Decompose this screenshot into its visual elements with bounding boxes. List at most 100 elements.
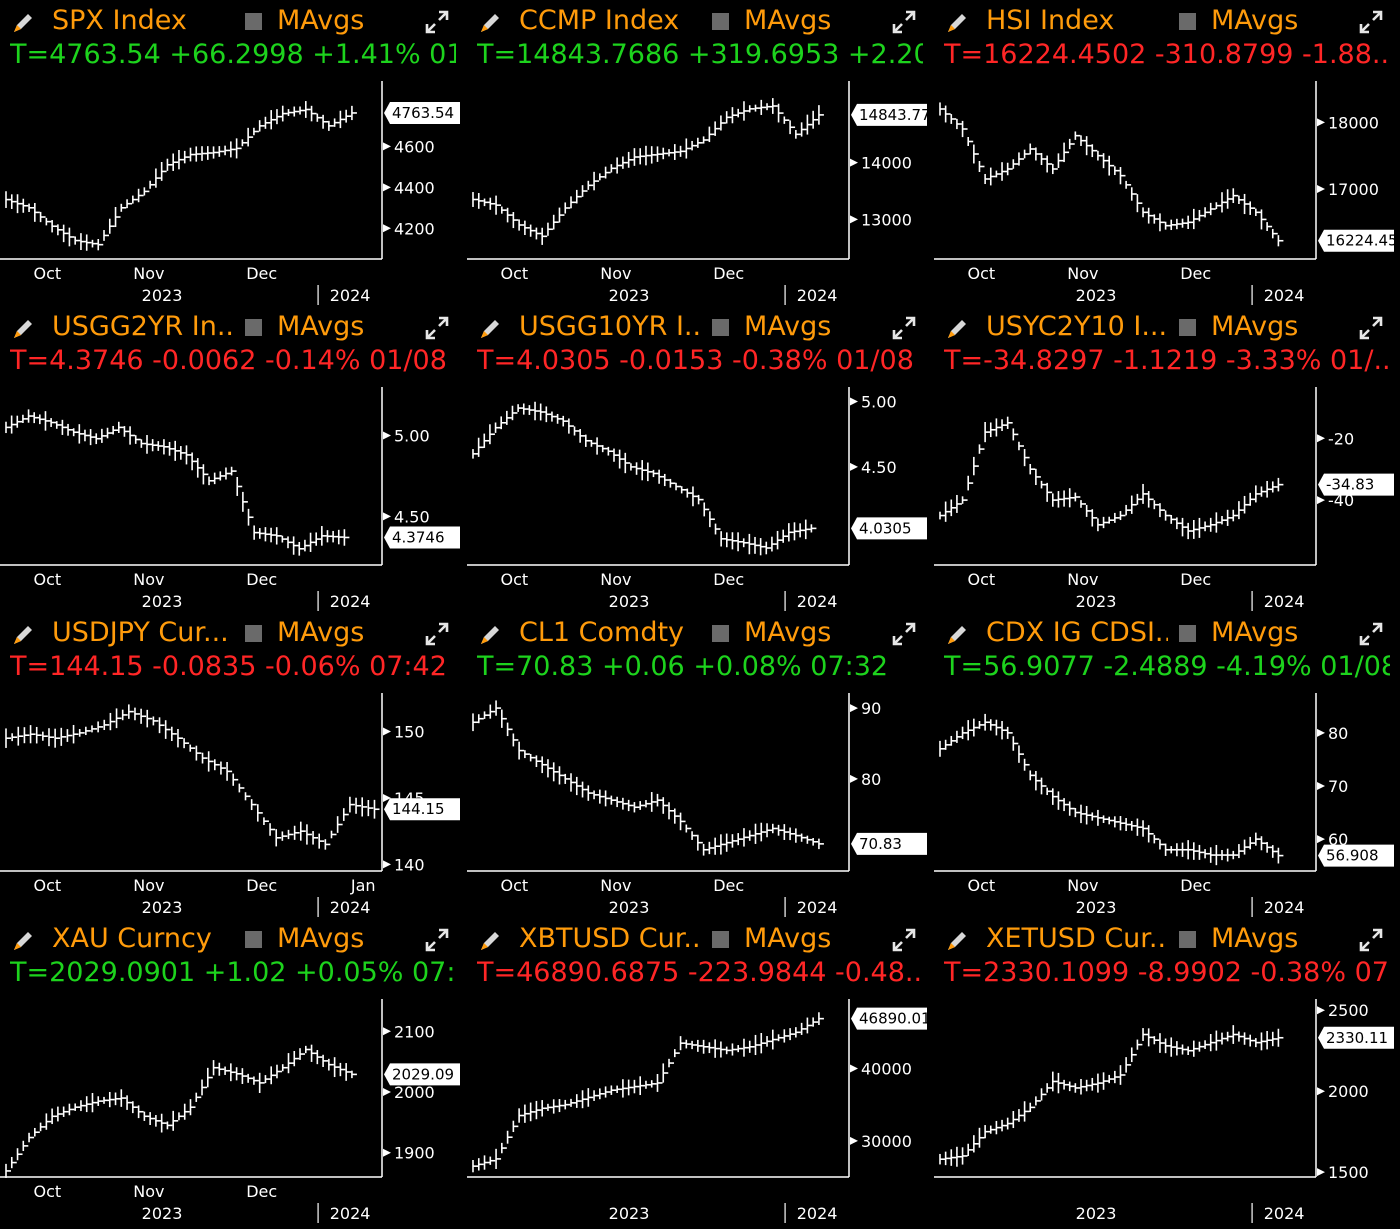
pencil-icon[interactable]	[477, 10, 503, 36]
last-value-text: 46890.01	[859, 1010, 931, 1028]
expand-icon[interactable]	[424, 927, 450, 953]
mavgs-label[interactable]: MAvgs	[1211, 311, 1299, 342]
price-chart[interactable]: 30000 40000 46890.01 2023 2024	[467, 999, 933, 1225]
ticker-label[interactable]: USGG2YR In...	[52, 311, 234, 342]
x-tick-label: Dec	[246, 570, 277, 589]
expand-icon[interactable]	[424, 621, 450, 647]
mavgs-checkbox[interactable]	[245, 319, 262, 336]
panel-header: USGG2YR In... MAvgs	[0, 311, 466, 345]
x-tick-label: Oct	[34, 570, 62, 589]
mavgs-label[interactable]: MAvgs	[1211, 923, 1299, 954]
mavgs-label[interactable]: MAvgs	[277, 311, 365, 342]
pencil-icon[interactable]	[477, 622, 503, 648]
pencil-icon[interactable]	[10, 10, 36, 36]
mavgs-checkbox[interactable]	[712, 13, 729, 30]
pencil-icon[interactable]	[477, 316, 503, 342]
mavgs-label[interactable]: MAvgs	[744, 617, 832, 648]
expand-icon[interactable]	[424, 315, 450, 341]
ticker-label[interactable]: USGG10YR I...	[519, 311, 701, 342]
price-chart[interactable]: 4200 4400 4600 4763.54 Oct Nov Dec 2023 2024	[0, 81, 466, 307]
mavgs-checkbox[interactable]	[245, 625, 262, 642]
expand-icon[interactable]	[891, 315, 917, 341]
ticker-label[interactable]: CDX IG CDSI...	[986, 617, 1168, 648]
pencil-icon[interactable]	[10, 928, 36, 954]
mavgs-checkbox[interactable]	[712, 625, 729, 642]
y-tick-mark	[1317, 782, 1325, 790]
mavgs-label[interactable]: MAvgs	[1211, 617, 1299, 648]
expand-icon[interactable]	[891, 927, 917, 953]
quote-line: T=-34.8297 -1.1219 -3.33% 01/...	[944, 345, 1390, 376]
mavgs-label[interactable]: MAvgs	[277, 617, 365, 648]
expand-icon[interactable]	[891, 621, 917, 647]
ticker-label[interactable]: XBTUSD Cur...	[519, 923, 701, 954]
mavgs-checkbox[interactable]	[712, 931, 729, 948]
ticker-label[interactable]: CL1 Comdty	[519, 617, 685, 648]
mavgs-label[interactable]: MAvgs	[744, 311, 832, 342]
mavgs-label[interactable]: MAvgs	[277, 923, 365, 954]
ticker-label[interactable]: HSI Index	[986, 5, 1115, 36]
mavgs-checkbox[interactable]	[712, 319, 729, 336]
expand-icon[interactable]	[891, 9, 917, 35]
y-tick-mark	[383, 1088, 391, 1096]
pencil-icon[interactable]	[944, 316, 970, 342]
y-tick-label: 1900	[394, 1144, 435, 1163]
pencil-icon[interactable]	[944, 10, 970, 36]
ticker-label[interactable]: XAU Curncy	[52, 923, 212, 954]
expand-icon[interactable]	[424, 9, 450, 35]
price-chart[interactable]: 17000 18000 16224.45 Oct Nov Dec 2023 2024	[934, 81, 1400, 307]
price-chart[interactable]: 13000 14000 14843.77 Oct Nov Dec 2023 2024	[467, 81, 933, 307]
y-tick-label: 1500	[1328, 1163, 1369, 1182]
price-chart[interactable]: 80 90 70.83 Oct Nov Dec 2023 2024	[467, 693, 933, 919]
price-chart[interactable]: 4.50 5.00 4.3746 Oct Nov Dec 2023 2024	[0, 387, 466, 613]
pencil-icon[interactable]	[944, 928, 970, 954]
price-series	[472, 700, 824, 856]
mavgs-checkbox[interactable]	[1179, 319, 1196, 336]
expand-icon[interactable]	[1358, 9, 1384, 35]
ticker-label[interactable]: USDJPY Cur...	[52, 617, 229, 648]
price-chart[interactable]: 4.50 5.00 4.0305 Oct Nov Dec 2023 2024	[467, 387, 933, 613]
quote-line: T=4.3746 -0.0062 -0.14% 01/08	[10, 345, 447, 376]
ticker-label[interactable]: SPX Index	[52, 5, 187, 36]
pencil-icon[interactable]	[944, 622, 970, 648]
price-chart[interactable]: 60 70 80 56.908 Oct Nov Dec 2023 2024	[934, 693, 1400, 919]
y-tick-label: 2000	[394, 1083, 435, 1102]
mavgs-label[interactable]: MAvgs	[277, 5, 365, 36]
y-tick-mark	[1317, 496, 1325, 505]
x-tick-label: Oct	[968, 264, 996, 283]
pencil-icon[interactable]	[10, 622, 36, 648]
chart-panel: CCMP Index MAvgs T=14843.7686 +319.6953 +2…	[467, 1, 933, 307]
price-series	[472, 98, 824, 245]
mavgs-checkbox[interactable]	[1179, 625, 1196, 642]
price-chart[interactable]: 1500 2000 2500 2330.11 2023 2024	[934, 999, 1400, 1225]
expand-icon[interactable]	[1358, 927, 1384, 953]
mavgs-checkbox[interactable]	[245, 13, 262, 30]
ticker-label[interactable]: USYC2Y10 I...	[986, 311, 1168, 342]
y-tick-label: 60	[1328, 830, 1348, 849]
mavgs-label[interactable]: MAvgs	[1211, 5, 1299, 36]
expand-icon[interactable]	[1358, 621, 1384, 647]
panel-header: XAU Curncy MAvgs	[0, 923, 466, 957]
mavgs-label[interactable]: MAvgs	[744, 923, 832, 954]
expand-icon[interactable]	[1358, 315, 1384, 341]
mavgs-checkbox[interactable]	[245, 931, 262, 948]
year-label: 2023	[609, 1204, 650, 1223]
mavgs-checkbox[interactable]	[1179, 13, 1196, 30]
year-label: 2024	[330, 1204, 371, 1223]
mavgs-checkbox[interactable]	[1179, 931, 1196, 948]
ticker-label[interactable]: XETUSD Cur...	[986, 923, 1168, 954]
ticker-label[interactable]: CCMP Index	[519, 5, 680, 36]
price-chart[interactable]: -20 -40-34.83 Oct Nov Dec 2023 2024	[934, 387, 1400, 613]
price-chart[interactable]: 1900 2000 2100 2029.09 Oct Nov Dec 2023 2024	[0, 999, 466, 1225]
pencil-icon[interactable]	[10, 316, 36, 342]
mavgs-label[interactable]: MAvgs	[744, 5, 832, 36]
pencil-icon[interactable]	[477, 928, 503, 954]
year-label: 2023	[142, 286, 183, 305]
chart-panel: CL1 Comdty MAvgs T=70.83 +0.06 +0.08% 07:3…	[467, 613, 933, 919]
panel-header: CDX IG CDSI... MAvgs	[934, 617, 1400, 651]
x-tick-label: Nov	[1067, 570, 1098, 589]
chart-panel: USGG2YR In... MAvgs T=4.3746 -0.0062 -0.14…	[0, 307, 466, 613]
quote-line: T=46890.6875 -223.9844 -0.48...	[477, 957, 923, 988]
last-value-text: 4.0305	[859, 519, 912, 537]
y-tick-label: 40000	[861, 1059, 912, 1078]
